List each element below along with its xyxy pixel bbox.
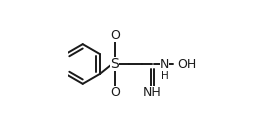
- Text: H: H: [161, 71, 169, 81]
- Text: OH: OH: [177, 57, 197, 71]
- Text: NH: NH: [143, 86, 162, 99]
- Text: N: N: [160, 57, 169, 71]
- Text: O: O: [110, 29, 120, 42]
- Text: O: O: [110, 86, 120, 99]
- Text: S: S: [110, 57, 119, 71]
